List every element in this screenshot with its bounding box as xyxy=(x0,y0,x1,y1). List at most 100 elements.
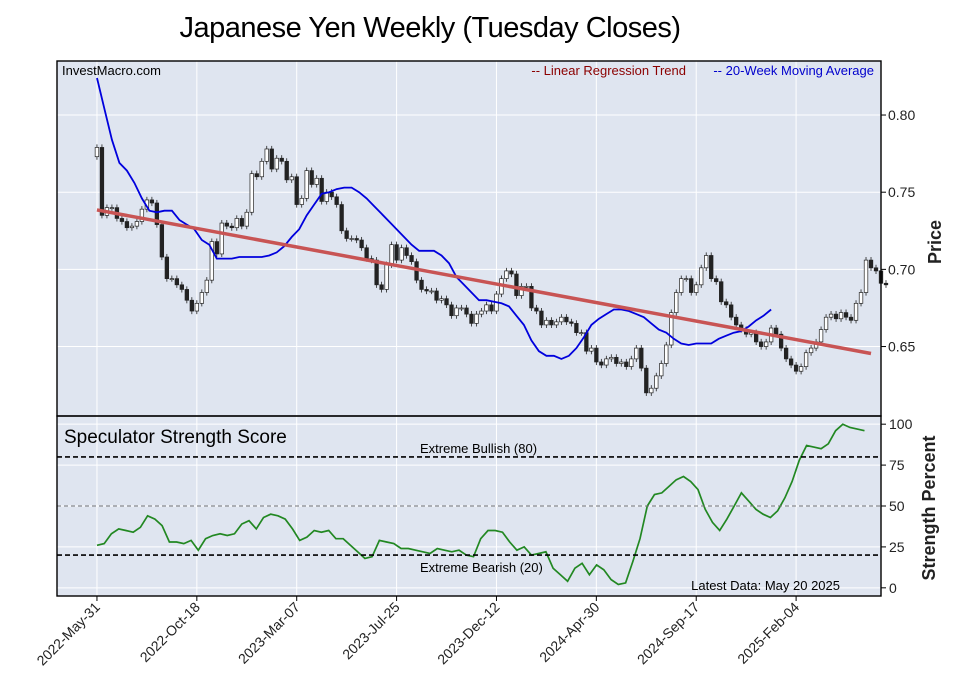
candle-down xyxy=(724,301,729,306)
candle-down xyxy=(254,173,259,178)
candle-down xyxy=(868,259,874,269)
candle-up xyxy=(858,292,864,304)
candle-down xyxy=(534,307,539,312)
moving-average-line xyxy=(96,77,772,360)
date-tick-label: 2023-Mar-07 xyxy=(235,599,303,667)
price-grid xyxy=(57,61,881,416)
date-tick-label: 2025-Feb-04 xyxy=(734,599,802,667)
candle-down xyxy=(709,255,714,279)
candle-down xyxy=(833,313,839,320)
candle-down xyxy=(873,267,879,272)
candle-down xyxy=(599,361,604,366)
score-tick-label: 0 xyxy=(889,580,897,596)
candle-down xyxy=(549,319,554,326)
score-tick-label: 75 xyxy=(889,457,905,473)
candle-down xyxy=(783,347,789,360)
extreme-bearish-label: Extreme Bearish (20) xyxy=(420,560,543,575)
candle-up xyxy=(649,387,654,394)
price-tick-label: 0.70 xyxy=(888,261,915,277)
candle-down xyxy=(239,218,244,227)
candle-up xyxy=(559,316,564,323)
candle-up xyxy=(304,170,309,199)
price-panel-background xyxy=(57,61,881,416)
candle-up xyxy=(139,208,145,222)
candle-up xyxy=(629,358,634,367)
candle-up xyxy=(544,319,549,326)
candle-up xyxy=(694,284,699,293)
candle-down xyxy=(614,356,619,364)
candle-up xyxy=(853,302,859,321)
candle-down xyxy=(594,347,599,363)
candle-up xyxy=(684,278,689,280)
candles xyxy=(94,144,889,396)
candle-down xyxy=(229,225,234,229)
candle-down xyxy=(379,284,384,290)
candle-down xyxy=(848,316,854,321)
candle-up xyxy=(823,316,829,330)
candle-down xyxy=(404,247,409,256)
candle-up xyxy=(679,278,684,293)
candle-up xyxy=(674,292,679,313)
candle-down xyxy=(489,304,494,312)
candle-up xyxy=(94,147,100,158)
candle-up xyxy=(524,285,529,288)
candle-up xyxy=(863,259,869,293)
date-axis-ticks: 2022-May-31 2022-Oct-18 2023-Mar-07 2023-Ju… xyxy=(33,596,802,668)
candle-down xyxy=(778,333,784,349)
candle-up xyxy=(289,176,294,181)
candle-down xyxy=(319,177,324,202)
chart-title: Japanese Yen Weekly (Tuesday Closes) xyxy=(179,12,681,44)
candle-down xyxy=(624,361,629,367)
candle-down xyxy=(269,148,274,170)
candle-down xyxy=(793,364,799,372)
candle-up xyxy=(504,270,509,279)
candle-down xyxy=(364,247,369,259)
candle-down xyxy=(773,327,779,335)
candle-down xyxy=(729,304,734,318)
candle-down xyxy=(189,299,194,312)
candle-up xyxy=(828,313,834,318)
candle-down xyxy=(224,222,229,227)
candle-up xyxy=(808,347,814,354)
candle-up xyxy=(554,321,559,326)
price-axis-ticks: 0.65 0.70 0.75 0.80 xyxy=(881,107,915,355)
candle-down xyxy=(514,273,519,296)
candle-down xyxy=(689,278,694,293)
candle-down xyxy=(469,313,474,324)
candle-down xyxy=(174,278,180,286)
candle-up xyxy=(274,157,279,170)
regression-trend-line xyxy=(96,208,872,356)
candle-down xyxy=(509,270,514,275)
candle-up xyxy=(474,313,479,324)
candle-up xyxy=(244,211,249,227)
candle-down xyxy=(464,307,469,315)
candle-up xyxy=(204,279,209,293)
candle-up xyxy=(134,221,140,227)
candle-down xyxy=(394,244,399,261)
watermark: InvestMacro.com xyxy=(62,63,161,78)
score-tick-label: 50 xyxy=(889,498,905,514)
candle-down xyxy=(843,312,849,318)
date-tick-label: 2023-Jul-25 xyxy=(339,599,403,663)
candle-down xyxy=(719,281,724,303)
candle-up xyxy=(479,310,484,315)
candle-up xyxy=(763,341,769,347)
price-tick-label: 0.65 xyxy=(888,339,915,355)
candle-up xyxy=(439,298,444,301)
candle-down xyxy=(149,199,155,204)
candle-up xyxy=(454,307,459,317)
candle-up xyxy=(579,332,584,335)
date-tick-label: 2024-Apr-30 xyxy=(536,599,602,665)
candle-up xyxy=(619,361,624,364)
candle-up xyxy=(519,285,524,296)
candle-down xyxy=(329,191,334,198)
extreme-bullish-label: Extreme Bullish (80) xyxy=(420,441,537,456)
candle-down xyxy=(569,321,574,324)
candle-up xyxy=(659,363,664,377)
candle-down xyxy=(539,310,544,326)
price-tick-label: 0.80 xyxy=(888,107,915,123)
candle-down xyxy=(574,323,579,334)
candle-up xyxy=(589,347,594,352)
speculator-strength-line xyxy=(96,423,865,586)
candle-down xyxy=(424,289,429,292)
